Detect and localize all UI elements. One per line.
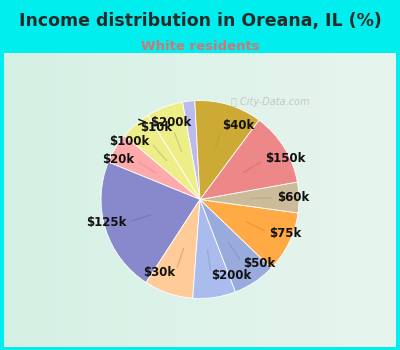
- Text: $125k: $125k: [86, 216, 126, 229]
- Wedge shape: [193, 199, 236, 299]
- Wedge shape: [200, 182, 299, 213]
- Wedge shape: [146, 199, 200, 298]
- Text: $20k: $20k: [102, 153, 134, 166]
- Text: Income distribution in Oreana, IL (%): Income distribution in Oreana, IL (%): [19, 12, 381, 30]
- Text: $200k: $200k: [211, 270, 252, 282]
- Text: $10k: $10k: [140, 121, 172, 134]
- Text: White residents: White residents: [141, 40, 259, 53]
- Wedge shape: [182, 101, 200, 200]
- Wedge shape: [108, 135, 200, 200]
- Text: ⓘ City-Data.com: ⓘ City-Data.com: [231, 97, 309, 107]
- Text: $30k: $30k: [143, 266, 175, 279]
- Text: $75k: $75k: [270, 226, 302, 240]
- Text: > $200k: > $200k: [137, 116, 191, 129]
- Text: $40k: $40k: [222, 119, 254, 132]
- Wedge shape: [124, 116, 200, 199]
- Wedge shape: [200, 199, 272, 292]
- Wedge shape: [200, 199, 298, 268]
- Text: $150k: $150k: [266, 152, 306, 165]
- Wedge shape: [200, 120, 298, 200]
- Wedge shape: [148, 102, 200, 199]
- Text: $50k: $50k: [243, 257, 275, 270]
- Wedge shape: [195, 100, 259, 200]
- Wedge shape: [101, 162, 200, 282]
- Text: $100k: $100k: [109, 134, 150, 148]
- Text: $60k: $60k: [277, 191, 310, 204]
